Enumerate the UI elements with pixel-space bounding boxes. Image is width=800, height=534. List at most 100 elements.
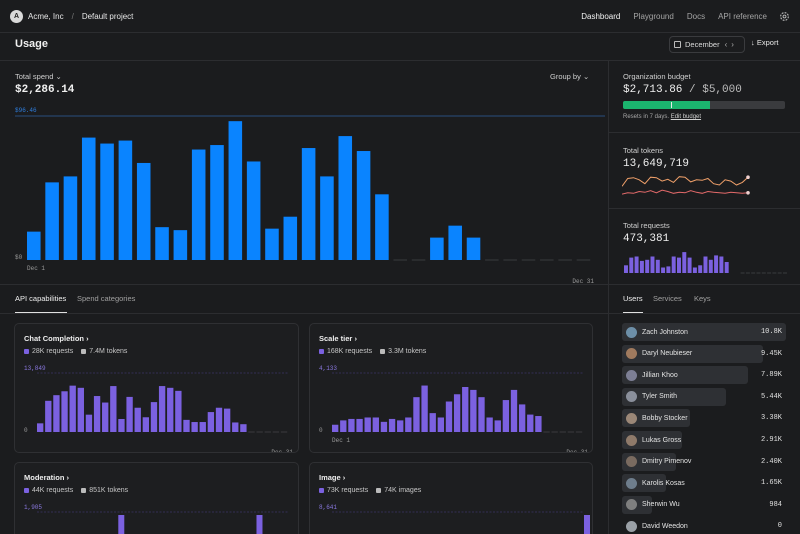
card-bar[interactable] <box>61 391 68 432</box>
user-row[interactable]: Sherwin Wu 984 <box>622 495 786 514</box>
requests-bar[interactable] <box>719 256 724 274</box>
card-bar[interactable] <box>118 419 125 432</box>
user-row[interactable]: Zach Johnston 10.8K <box>622 323 786 341</box>
export-button[interactable]: ↓ Export <box>751 38 779 47</box>
spend-bar[interactable] <box>430 237 444 260</box>
org-avatar[interactable]: A <box>10 9 23 23</box>
spend-bar[interactable] <box>320 176 334 260</box>
user-row[interactable]: Jillian Khoo 7.89K <box>622 366 786 385</box>
spend-bar[interactable] <box>100 143 114 260</box>
requests-bar[interactable] <box>624 265 628 273</box>
requests-bar[interactable] <box>703 256 708 274</box>
card-bar[interactable] <box>77 387 84 432</box>
card-bar[interactable] <box>527 414 534 432</box>
spend-bar[interactable] <box>63 176 78 260</box>
card-bar[interactable] <box>413 397 420 432</box>
card-bar[interactable] <box>232 422 239 432</box>
card-title[interactable]: Chat Completion › <box>24 334 89 343</box>
user-row[interactable]: Lukas Gross 2.91K <box>622 431 786 449</box>
card-bar[interactable] <box>150 402 158 432</box>
chevron-right-icon[interactable]: › <box>731 40 734 49</box>
card-bar[interactable] <box>93 396 101 432</box>
card-bar[interactable] <box>158 386 166 432</box>
card-bar[interactable] <box>223 408 231 432</box>
spend-bar[interactable] <box>191 149 206 260</box>
card-bar[interactable] <box>207 412 215 432</box>
spend-bar[interactable] <box>81 137 96 260</box>
card-bar[interactable] <box>478 397 485 432</box>
card-bar[interactable] <box>502 400 510 432</box>
requests-bar[interactable] <box>724 262 729 273</box>
requests-bar[interactable] <box>645 259 650 273</box>
card-bar[interactable] <box>445 401 453 432</box>
spend-bar[interactable] <box>448 225 462 260</box>
card-moderation[interactable]: Moderation › 44K requests 851K tokens 1,… <box>14 462 299 534</box>
card-bar[interactable] <box>199 422 206 432</box>
tab-keys[interactable]: Keys <box>694 294 711 303</box>
requests-bar[interactable] <box>708 259 713 273</box>
group-by-dropdown[interactable]: Group by ⌄ <box>550 72 589 81</box>
requests-bar[interactable] <box>698 265 703 273</box>
total-spend-dropdown[interactable]: Total spend ⌄ <box>15 72 62 81</box>
spend-bar[interactable] <box>228 121 243 260</box>
requests-bar[interactable] <box>661 267 666 274</box>
card-bar[interactable] <box>102 402 109 432</box>
card-bar[interactable] <box>134 407 141 432</box>
card-bar[interactable] <box>256 515 263 534</box>
spend-bar[interactable] <box>375 194 389 260</box>
card-bar[interactable] <box>142 417 150 432</box>
card-bar[interactable] <box>118 515 125 534</box>
spend-bar[interactable] <box>118 140 133 260</box>
card-bar[interactable] <box>191 422 198 432</box>
nav-playground[interactable]: Playground <box>633 11 674 21</box>
requests-bar[interactable] <box>687 257 692 273</box>
card-bar[interactable] <box>421 385 428 432</box>
nav-api-reference[interactable]: API reference <box>718 11 767 21</box>
spend-bar[interactable] <box>466 237 481 260</box>
org-switcher[interactable]: Acme, Inc <box>28 11 64 21</box>
tab-api-capabilities[interactable]: API capabilities <box>15 294 67 303</box>
spend-bar[interactable] <box>210 145 224 260</box>
card-bar[interactable] <box>340 420 347 432</box>
card-bar[interactable] <box>69 385 76 432</box>
card-title[interactable]: Scale tier › <box>319 334 357 343</box>
card-bar[interactable] <box>518 404 526 432</box>
card-bar[interactable] <box>429 413 436 432</box>
card-bar[interactable] <box>183 419 190 432</box>
card-bar[interactable] <box>437 417 445 432</box>
card-bar[interactable] <box>85 414 93 432</box>
project-switcher[interactable]: Default project <box>81 11 134 21</box>
card-bar[interactable] <box>348 418 355 432</box>
requests-bar[interactable] <box>650 256 655 274</box>
card-bar[interactable] <box>332 424 339 432</box>
user-row[interactable]: Tyler Smith 5.44K <box>622 387 786 406</box>
card-bar[interactable] <box>388 418 396 432</box>
card-bar[interactable] <box>405 417 412 432</box>
spend-bar[interactable] <box>27 231 41 260</box>
card-title[interactable]: Image › <box>319 473 345 482</box>
spend-bar[interactable] <box>136 162 151 260</box>
tab-services[interactable]: Services <box>653 294 682 303</box>
edit-budget-link[interactable]: Edit budget <box>670 114 702 120</box>
requests-bar[interactable] <box>671 256 676 274</box>
card-bar[interactable] <box>462 386 469 432</box>
card-bar[interactable] <box>356 418 363 432</box>
chevron-left-icon[interactable]: ‹ <box>724 40 728 49</box>
card-bar[interactable] <box>167 387 174 432</box>
card-bar[interactable] <box>215 407 223 432</box>
spend-bar[interactable] <box>246 161 261 260</box>
card-bar[interactable] <box>486 417 493 432</box>
card-bar[interactable] <box>372 417 379 432</box>
card-bar[interactable] <box>584 515 590 534</box>
requests-bar[interactable] <box>629 257 634 273</box>
requests-bar[interactable] <box>666 266 671 273</box>
requests-bar[interactable] <box>677 257 681 273</box>
user-row[interactable]: Karolis Kosas 1.65K <box>622 474 786 493</box>
nav-dashboard[interactable]: Dashboard <box>581 11 621 21</box>
spend-bar[interactable] <box>283 216 298 260</box>
spend-bar[interactable] <box>301 148 316 260</box>
tab-users[interactable]: Users <box>623 294 643 303</box>
month-picker[interactable]: December ‹ › <box>669 36 745 53</box>
card-scale-tier[interactable]: Scale tier › 168K requests 3.3M tokens 4… <box>309 323 593 453</box>
user-row[interactable]: Bobby Stocker 3.38K <box>622 409 786 428</box>
